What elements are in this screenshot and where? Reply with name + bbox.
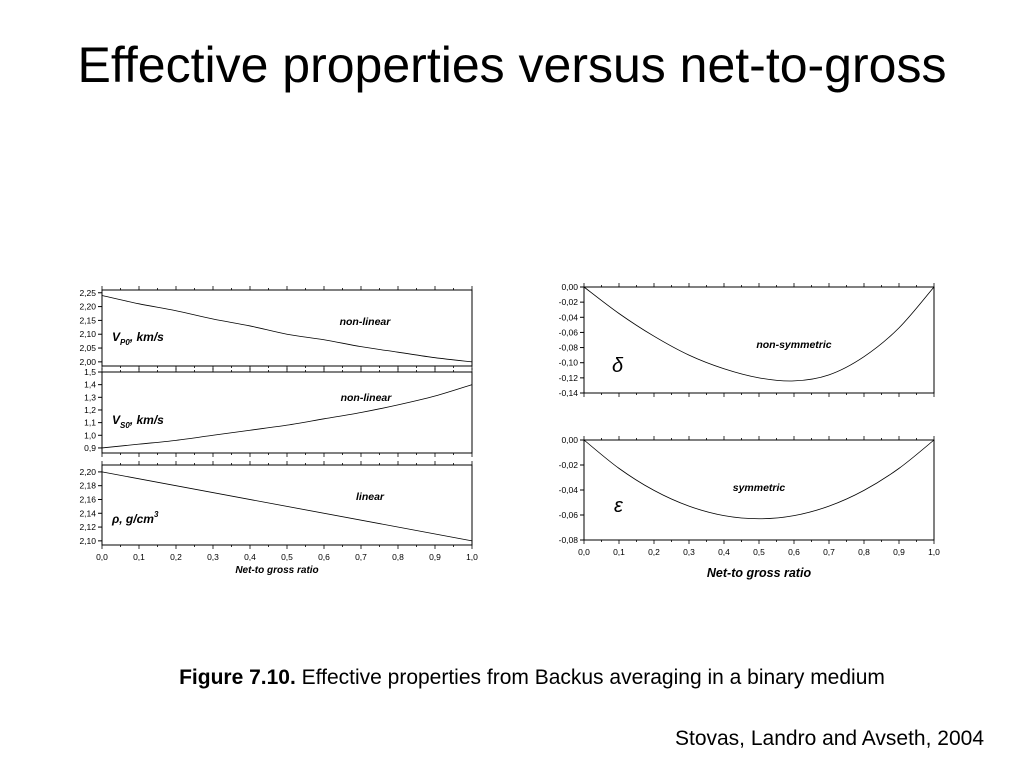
- x-tick-label: 0,9: [429, 552, 441, 562]
- x-tick-label: 1,0: [466, 552, 478, 562]
- curve-annotation: non-linear: [340, 316, 392, 328]
- x-tick-label: 0,1: [613, 547, 625, 557]
- x-tick-label: 1,0: [928, 547, 940, 557]
- x-tick-label: 0,3: [207, 552, 219, 562]
- x-tick-label: 0,6: [318, 552, 330, 562]
- curve-annotation: linear: [356, 491, 385, 503]
- series-line: [583, 286, 935, 382]
- chart-panel-left-top: 2,25 2,20 2,15 2,10 2,05 2,00 non-linear VP0, k…: [79, 286, 473, 370]
- x-tick-label: 0,1: [133, 552, 145, 562]
- y-tick-label: 0,9: [84, 443, 96, 453]
- curve-annotation: symmetric: [733, 482, 786, 494]
- y-tick-label: -0,08: [559, 535, 579, 545]
- series-line: [583, 439, 935, 520]
- y-tick-label: 1,2: [84, 405, 96, 415]
- y-axis-label: ε: [614, 495, 624, 517]
- y-tick-label: -0,08: [559, 343, 579, 353]
- slide-title: Effective properties versus net-to-gross: [77, 37, 947, 93]
- y-axis-label: VP0, km/s: [112, 330, 164, 347]
- figure-caption: Figure 7.10. Effective properties from B…: [0, 666, 1024, 690]
- y-tick-label: 2,05: [79, 343, 96, 353]
- citation: Stovas, Landro and Avseth, 2004: [674, 727, 984, 750]
- series-line: [101, 384, 473, 449]
- y-tick-label: 1,5: [84, 367, 96, 377]
- x-tick-label: 0,7: [823, 547, 835, 557]
- chart-panel-left-bottom: 2,20 2,18 2,16 2,14 2,12 2,100,0 0,1 0,2 0,3 0,4 0…: [79, 461, 478, 576]
- y-tick-label: 2,25: [79, 288, 96, 298]
- y-tick-label: -0,06: [559, 327, 579, 337]
- plot-frame: [101, 464, 473, 546]
- y-tick-label: 2,14: [79, 508, 96, 518]
- y-tick-label: 2,16: [79, 494, 96, 504]
- y-tick-label: 2,20: [79, 467, 96, 477]
- y-tick-label: -0,02: [559, 460, 579, 470]
- x-tick-label: 0,6: [788, 547, 800, 557]
- x-tick-label: 0,0: [578, 547, 590, 557]
- x-tick-label: 0,5: [753, 547, 765, 557]
- x-tick-label: 0,2: [648, 547, 660, 557]
- y-axis-label: δ: [612, 355, 624, 377]
- series-line: [101, 471, 473, 542]
- y-tick-label: 2,10: [79, 536, 96, 546]
- x-tick-label: 0,4: [244, 552, 256, 562]
- chart-panel-right-top: 0,00 -0,02 -0,04 -0,06 -0,08 -0,10 -0,12 -0,14 n…: [559, 282, 935, 398]
- x-tick-label: 0,8: [392, 552, 404, 562]
- y-tick-label: 1,1: [84, 418, 96, 428]
- y-tick-label: -0,12: [559, 373, 579, 383]
- x-tick-label: 0,4: [718, 547, 730, 557]
- y-tick-label: -0,10: [559, 358, 579, 368]
- x-tick-label: 0,3: [683, 547, 695, 557]
- x-axis-label: Net-to gross ratio: [707, 566, 812, 580]
- y-tick-label: -0,04: [559, 485, 579, 495]
- y-tick-label: 1,0: [84, 430, 96, 440]
- x-tick-label: 0,0: [96, 552, 108, 562]
- chart-panel-right-bottom: 0,00 -0,02 -0,04 -0,06 -0,08 0,0 0,1 0,2 0,3 0,4 0…: [559, 435, 941, 580]
- y-axis-label: ρ, g/cm3: [111, 510, 159, 526]
- y-axis-label: VS0, km/s: [112, 413, 164, 430]
- y-tick-label: 2,10: [79, 329, 96, 339]
- y-tick-label: 2,00: [79, 357, 96, 367]
- plot-frame: [101, 289, 473, 367]
- y-tick-label: -0,02: [559, 297, 579, 307]
- x-tick-label: 0,5: [281, 552, 293, 562]
- y-tick-label: -0,04: [559, 312, 579, 322]
- y-tick-label: -0,14: [559, 388, 579, 398]
- caption-text: Effective properties from Backus averagi…: [301, 666, 885, 689]
- y-tick-label: 2,12: [79, 522, 96, 532]
- x-tick-label: 0,2: [170, 552, 182, 562]
- y-tick-label: 0,00: [561, 435, 578, 445]
- y-tick-label: 2,20: [79, 302, 96, 312]
- y-tick-label: 2,15: [79, 315, 96, 325]
- y-tick-label: 2,18: [79, 481, 96, 491]
- chart-panel-left-middle: 1,5 1,4 1,3 1,2 1,1 1,0 0,9 non-linear VS0, km/s: [84, 367, 473, 457]
- x-tick-label: 0,8: [858, 547, 870, 557]
- series-line: [101, 295, 473, 363]
- y-tick-label: -0,06: [559, 510, 579, 520]
- x-tick-label: 0,9: [893, 547, 905, 557]
- x-axis-label: Net-to gross ratio: [235, 565, 318, 576]
- x-tick-label: 0,7: [355, 552, 367, 562]
- y-tick-label: 1,3: [84, 392, 96, 402]
- caption-label: Figure 7.10.: [179, 666, 296, 689]
- curve-annotation: non-symmetric: [756, 339, 831, 351]
- curve-annotation: non-linear: [341, 392, 393, 404]
- y-tick-label: 0,00: [561, 282, 578, 292]
- y-tick-label: 1,4: [84, 380, 96, 390]
